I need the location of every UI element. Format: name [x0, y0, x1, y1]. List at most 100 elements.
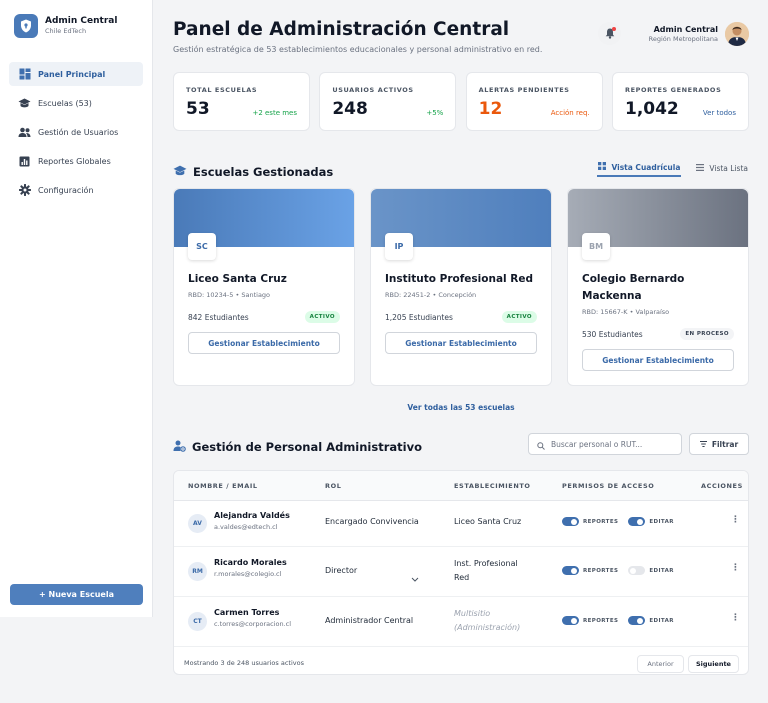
user-region: Región Metropolitana	[648, 35, 718, 43]
brand-subtitle: Chile EdTech	[45, 27, 87, 35]
perm-label: REPORTES	[583, 567, 619, 574]
column-header-school: ESTABLECIMIENTO	[454, 482, 531, 490]
student-count: 530 Estudiantes	[582, 329, 643, 339]
more-options-icon[interactable]: ⋮	[731, 563, 740, 573]
perm-label: EDITAR	[649, 617, 674, 624]
stat-value: 53	[186, 99, 210, 119]
avatar: CT	[188, 612, 207, 631]
sidebar-item-escuelas[interactable]: Escuelas (53)	[9, 91, 143, 115]
manage-school-button[interactable]: Gestionar Establecimiento	[188, 332, 340, 354]
sidebar-item-usuarios[interactable]: Gestión de Usuarios	[9, 120, 143, 144]
reports-toggle[interactable]	[562, 616, 579, 625]
edit-toggle[interactable]	[628, 616, 646, 625]
view-all-schools-link[interactable]: Ver todas las 53 escuelas	[407, 403, 515, 412]
stat-label: TOTAL ESCUELAS	[186, 86, 258, 94]
new-school-button[interactable]: + Nueva Escuela	[10, 584, 143, 605]
sidebar-item-reportes[interactable]: Reportes Globales	[9, 149, 143, 173]
stat-value: 1,042	[624, 99, 679, 119]
table-row: RM Ricardo Morales r.morales@colegio.cl …	[174, 547, 748, 597]
section-title: Gestión de Personal Administrativo	[192, 439, 422, 454]
filter-button[interactable]: Filtrar	[689, 433, 749, 455]
person-school: Liceo Santa Cruz	[454, 517, 522, 526]
school-icon	[173, 162, 187, 181]
page-subtitle: Gestión estratégica de 53 establecimient…	[173, 45, 543, 54]
view-toggle: Vista Cuadrícula Vista Lista	[597, 159, 749, 177]
edit-toggle[interactable]	[628, 517, 646, 526]
list-icon	[696, 163, 705, 173]
sidebar-item-configuracion[interactable]: Configuración	[9, 178, 143, 202]
more-options-icon[interactable]: ⋮	[731, 613, 740, 623]
stat-value: 12	[478, 99, 503, 119]
chart-icon	[18, 155, 31, 168]
person-name: Alejandra Valdés	[214, 511, 290, 520]
sidebar-nav: Panel Principal Escuelas (53) Gestión de…	[9, 62, 143, 207]
staff-table: NOMBRE / EMAIL ROL ESTABLECIMIENTO PERMI…	[173, 470, 749, 675]
pagination-summary: Mostrando 3 de 248 usuarios activos	[184, 659, 304, 667]
stat-card-reportes-generados: REPORTES GENERADOS 1,042 Ver todos	[611, 72, 749, 131]
sidebar-item-panel-principal[interactable]: Panel Principal	[9, 62, 143, 86]
manage-school-button[interactable]: Gestionar Establecimiento	[385, 332, 537, 354]
school-rbd: RBD: 22451-2 • Concepción	[385, 291, 477, 299]
stat-label: ALERTAS PENDIENTES	[478, 86, 570, 94]
stat-action-link[interactable]: Acción req.	[550, 109, 590, 117]
person-email: c.torres@corporacion.cl	[214, 620, 292, 628]
school-cards: SC Liceo Santa Cruz RBD: 10234-5 • Santi…	[173, 188, 749, 386]
chevron-down-icon	[411, 567, 419, 586]
school-initials: SC	[188, 233, 216, 260]
column-header-actions: ACCIONES	[701, 482, 743, 490]
section-title: Escuelas Gestionadas	[193, 164, 334, 179]
view-all-reports-link[interactable]: Ver todos	[702, 109, 736, 117]
bell-icon	[605, 24, 615, 43]
status-badge: ACTIVO	[501, 311, 537, 323]
stat-value: 248	[332, 99, 368, 119]
sidebar-item-label: Gestión de Usuarios	[38, 127, 119, 137]
grid-icon	[598, 162, 607, 172]
school-name: Instituto Profesional Red	[385, 273, 534, 285]
person-email: a.valdes@edtech.cl	[214, 523, 278, 531]
reports-toggle[interactable]	[562, 566, 579, 575]
student-count: 1,205 Estudiantes	[385, 312, 453, 322]
search-icon	[537, 435, 545, 454]
tab-list-view[interactable]: Vista Lista	[695, 159, 749, 177]
dashboard-icon	[18, 68, 31, 81]
more-options-icon[interactable]: ⋮	[731, 515, 740, 525]
user-settings-icon	[173, 437, 186, 456]
column-header-name: NOMBRE / EMAIL	[188, 482, 258, 490]
tab-label: Vista Lista	[709, 163, 748, 173]
table-footer: Mostrando 3 de 248 usuarios activos Ante…	[174, 647, 748, 674]
column-header-permissions: PERMISOS DE ACCESO	[562, 482, 655, 490]
schools-section-header: Escuelas Gestionadas	[173, 162, 333, 181]
previous-page-button[interactable]: Anterior	[637, 655, 684, 673]
manage-school-button[interactable]: Gestionar Establecimiento	[582, 349, 734, 371]
school-name: Colegio Bernardo Mackenna	[582, 273, 685, 302]
users-icon	[18, 126, 31, 139]
notifications-button[interactable]	[598, 22, 621, 45]
table-row: CT Carmen Torres c.torres@corporacion.cl…	[174, 597, 748, 647]
reports-toggle[interactable]	[562, 517, 579, 526]
permissions: REPORTES EDITAR	[562, 616, 684, 625]
person-name: Carmen Torres	[214, 608, 280, 617]
user-profile[interactable]: Admin Central Región Metropolitana	[649, 22, 749, 46]
sidebar-item-label: Escuelas (53)	[38, 98, 92, 108]
brand[interactable]: Admin Central Chile EdTech	[14, 14, 117, 38]
tab-label: Vista Cuadrícula	[611, 162, 681, 172]
role-select[interactable]: Director	[325, 566, 358, 575]
school-line: Inst. Profesional	[454, 559, 518, 568]
status-badge: ACTIVO	[304, 311, 340, 323]
school-name: Liceo Santa Cruz	[188, 273, 287, 285]
search-input[interactable]	[551, 439, 671, 449]
school-icon	[18, 97, 31, 110]
person-school: Inst. Profesional Red	[454, 557, 518, 585]
tab-grid-view[interactable]: Vista Cuadrícula	[597, 159, 682, 177]
stat-card-alertas-pendientes: ALERTAS PENDIENTES 12 Acción req.	[465, 72, 603, 131]
page-title: Panel de Administración Central	[173, 19, 510, 40]
next-page-button[interactable]: Siguiente	[688, 655, 739, 673]
school-line: (Administración)	[454, 623, 521, 632]
status-badge: EN PROCESO	[680, 328, 734, 340]
filter-label: Filtrar	[711, 439, 739, 449]
staff-search	[528, 433, 682, 455]
edit-toggle[interactable]	[628, 566, 646, 575]
stat-label: REPORTES GENERADOS	[624, 86, 722, 94]
person-role: Encargado Convivencia	[325, 517, 419, 526]
person-school: Multisitio (Administración)	[454, 607, 520, 635]
